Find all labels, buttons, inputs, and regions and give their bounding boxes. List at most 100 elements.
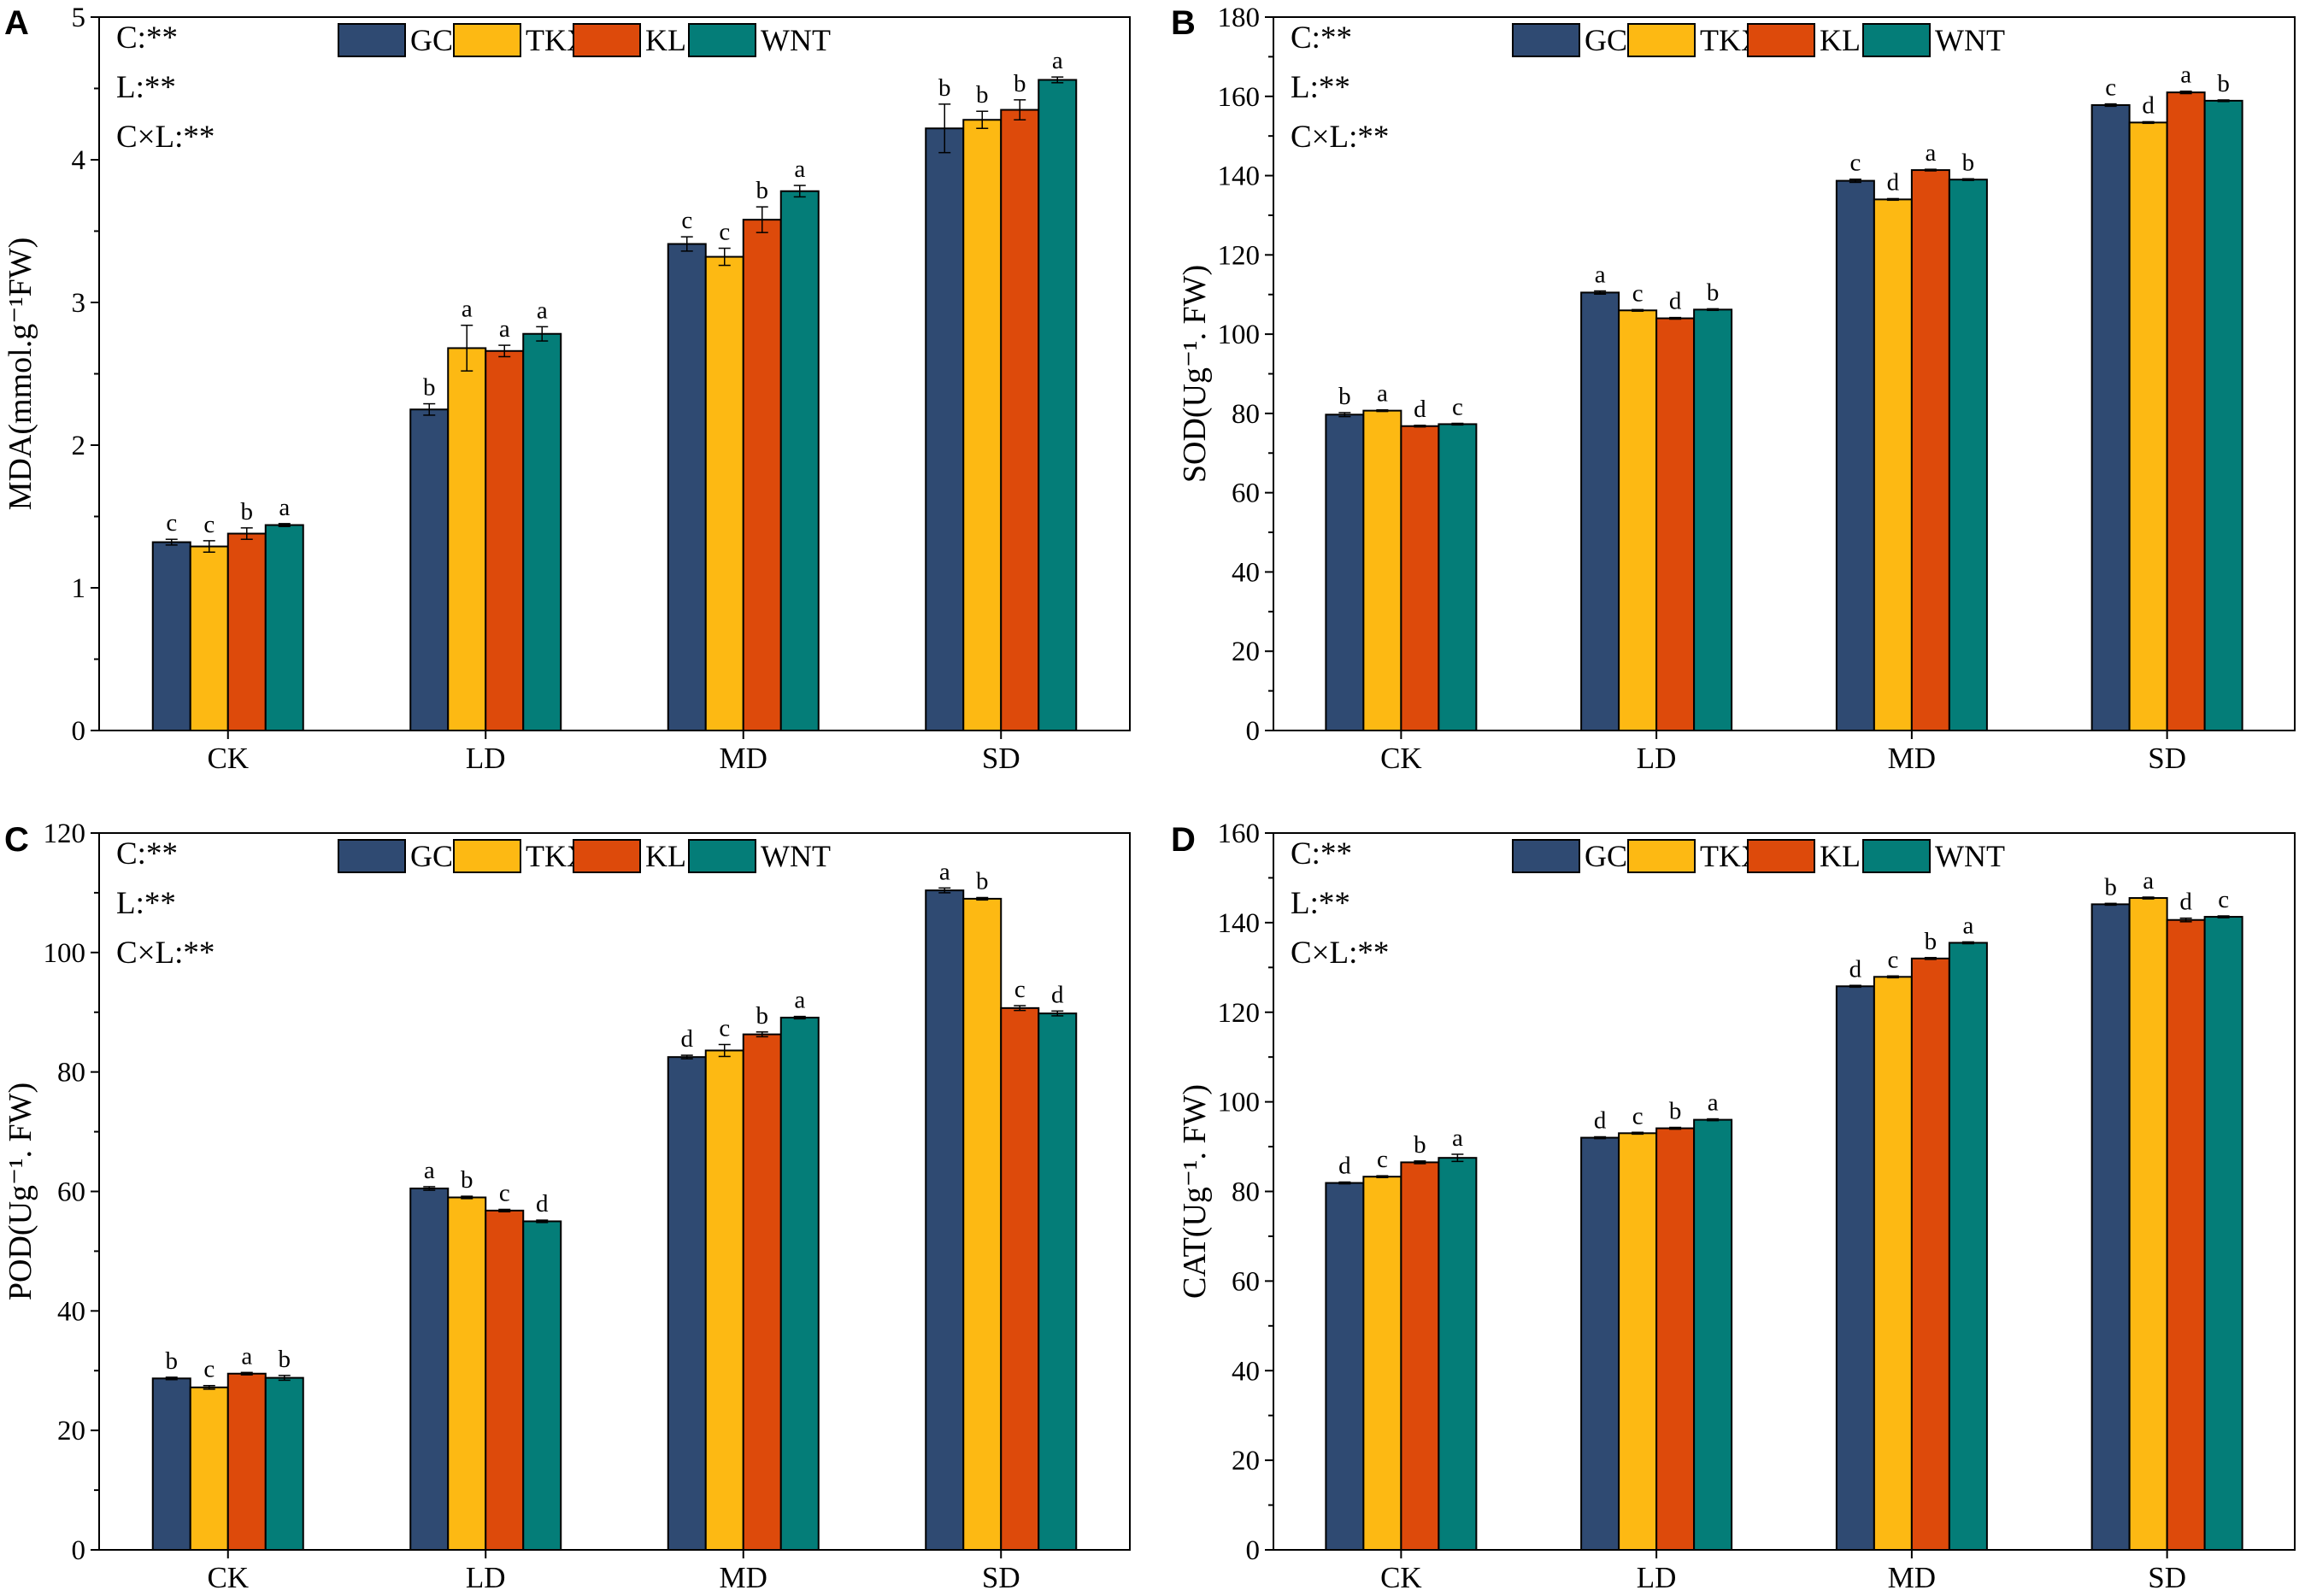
x-category-label: CK — [1380, 1561, 1422, 1592]
x-category-label: CK — [1380, 742, 1422, 775]
significance-letter: b — [1338, 383, 1351, 410]
bar-gc — [1580, 1136, 1620, 1551]
legend-swatch-tkx — [1627, 839, 1696, 873]
y-tick-label: 20 — [1232, 1446, 1260, 1476]
significance-letter: d — [1887, 168, 1900, 196]
significance-letter: a — [424, 1157, 435, 1184]
significance-letter: b — [1962, 149, 1975, 176]
bar-gc — [2090, 903, 2131, 1551]
bar-tkx — [1873, 976, 1913, 1551]
y-tick-label: 4 — [72, 145, 86, 176]
y-axis-title: SOD(Ug⁻¹. FW) — [1177, 265, 1213, 483]
x-category-label: LD — [466, 1561, 506, 1592]
legend-label-wnt: WNT — [761, 23, 831, 57]
bar-wnt — [522, 1220, 562, 1552]
y-axis-title: POD(Ug⁻¹. FW) — [3, 1083, 38, 1300]
bar-gc — [409, 408, 450, 731]
significance-letter: c — [203, 511, 215, 538]
significance-letter: d — [2142, 91, 2155, 119]
bar-kl — [1400, 1161, 1440, 1552]
significance-letter: c — [1849, 150, 1861, 177]
panel-letter: B — [1171, 4, 1196, 42]
significance-letter: a — [1377, 380, 1388, 408]
x-category-label: LD — [1637, 742, 1677, 775]
significance-letter: a — [462, 296, 473, 323]
significance-letter: c — [1632, 1102, 1643, 1130]
significance-letter: d — [681, 1025, 694, 1053]
significance-letter: a — [1052, 47, 1063, 74]
legend-swatch-wnt — [1862, 23, 1931, 57]
significance-letter: d — [1669, 288, 1682, 315]
y-tick-label: 40 — [1232, 1356, 1260, 1387]
stat-annotation: L:** — [116, 70, 176, 105]
panel-letter: A — [4, 4, 29, 42]
significance-letter: c — [1452, 393, 1463, 420]
bar-kl — [226, 532, 267, 731]
y-axis-title: MDA(mmol.g⁻¹FW) — [3, 238, 38, 511]
bar-gc — [925, 889, 965, 1551]
legend-label-kl: KL — [1820, 23, 1861, 57]
legend-swatch-gc — [1512, 839, 1580, 873]
legend-label-kl: KL — [645, 839, 686, 873]
significance-letter: b — [279, 1346, 291, 1373]
y-tick-label: 120 — [44, 819, 86, 849]
significance-letter: b — [2217, 70, 2230, 97]
bar-wnt — [1438, 1157, 1478, 1551]
legend-swatch-wnt — [1862, 839, 1931, 873]
significance-letter: c — [203, 1356, 215, 1383]
stat-annotation: C:** — [116, 21, 178, 56]
bar-wnt — [1038, 79, 1078, 732]
legend-label-gc: GC — [1585, 839, 1627, 873]
legend-swatch-wnt — [688, 839, 756, 873]
bar-kl — [1655, 317, 1696, 731]
x-category-label: SD — [982, 742, 1020, 775]
x-category-label: CK — [207, 742, 249, 775]
bar-gc — [667, 243, 707, 731]
y-tick-label: 1 — [72, 573, 86, 604]
x-category-label: MD — [1888, 742, 1936, 775]
bar-gc — [1580, 291, 1620, 731]
x-category-label: MD — [720, 1561, 767, 1592]
legend-swatch-kl — [1747, 839, 1815, 873]
panel-letter: C — [4, 821, 29, 859]
bar-kl — [1655, 1127, 1696, 1551]
legend-swatch-tkx — [453, 839, 521, 873]
significance-letter: b — [1414, 1131, 1426, 1159]
bar-wnt — [1438, 423, 1478, 731]
bar-wnt — [1693, 1118, 1733, 1551]
bar-kl — [1910, 169, 1950, 732]
significance-letter: b — [938, 74, 951, 102]
significance-letter: a — [241, 1342, 252, 1370]
legend-label-kl: KL — [645, 23, 686, 57]
y-tick-label: 80 — [1232, 399, 1260, 430]
significance-letter: b — [1925, 928, 1937, 955]
x-category-label: SD — [2148, 742, 2186, 775]
bar-gc — [667, 1056, 707, 1551]
significance-letter: b — [1014, 70, 1026, 97]
y-tick-label: 180 — [1218, 3, 1261, 33]
bar-tkx — [189, 545, 229, 731]
y-tick-label: 0 — [72, 1535, 86, 1566]
y-tick-label: 40 — [57, 1296, 85, 1327]
bar-tkx — [2128, 897, 2168, 1552]
bar-kl — [226, 1372, 267, 1552]
bar-wnt — [779, 1017, 820, 1551]
bar-wnt — [264, 1376, 304, 1552]
x-category-label: SD — [2148, 1561, 2186, 1592]
significance-letter: b — [166, 1347, 179, 1375]
bar-kl — [485, 349, 525, 731]
significance-letter: c — [499, 1179, 510, 1206]
legend-label-gc: GC — [1585, 23, 1627, 57]
significance-letter: a — [794, 155, 805, 183]
legend-swatch-wnt — [688, 23, 756, 57]
x-category-label: MD — [1888, 1561, 1936, 1592]
significance-letter: b — [976, 81, 989, 109]
legend-swatch-gc — [338, 839, 406, 873]
y-tick-label: 3 — [72, 288, 86, 319]
legend-swatch-kl — [1747, 23, 1815, 57]
significance-letter: b — [241, 498, 254, 525]
significance-letter: c — [2218, 886, 2229, 913]
y-tick-label: 20 — [57, 1416, 85, 1446]
